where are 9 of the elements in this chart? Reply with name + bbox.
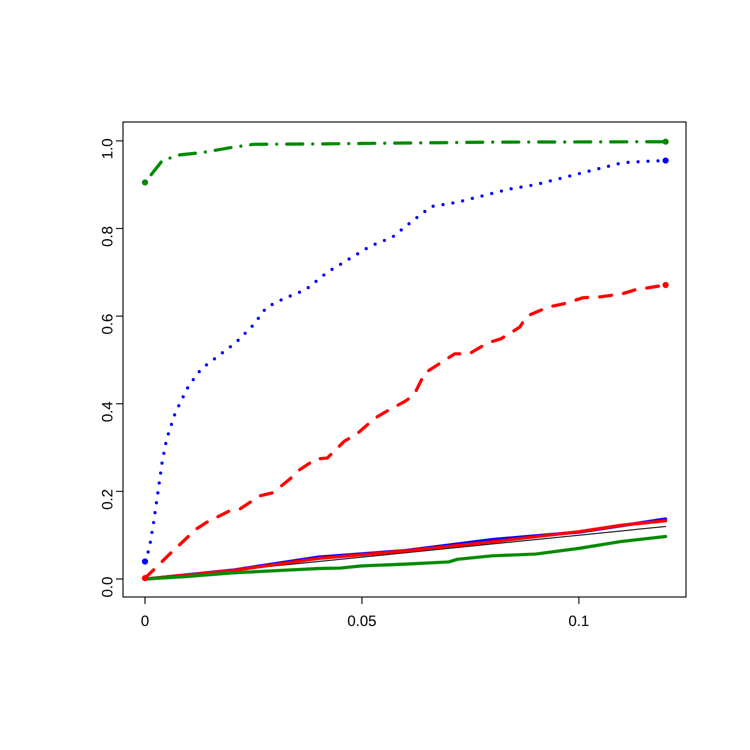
y-tick-label: 1.0 [102, 139, 112, 158]
x-tick-label: 0.1 [569, 616, 588, 626]
y-tick-label: 0.8 [102, 226, 112, 246]
y-tick-label: 0.6 [102, 314, 112, 334]
y-tick-label: 0.4 [102, 402, 112, 422]
y-tick-label: 0.2 [102, 490, 112, 510]
x-tick-label: 0 [141, 616, 149, 626]
x-tick-label: 0.05 [348, 616, 376, 626]
y-tick-label: 0.0 [102, 577, 112, 597]
